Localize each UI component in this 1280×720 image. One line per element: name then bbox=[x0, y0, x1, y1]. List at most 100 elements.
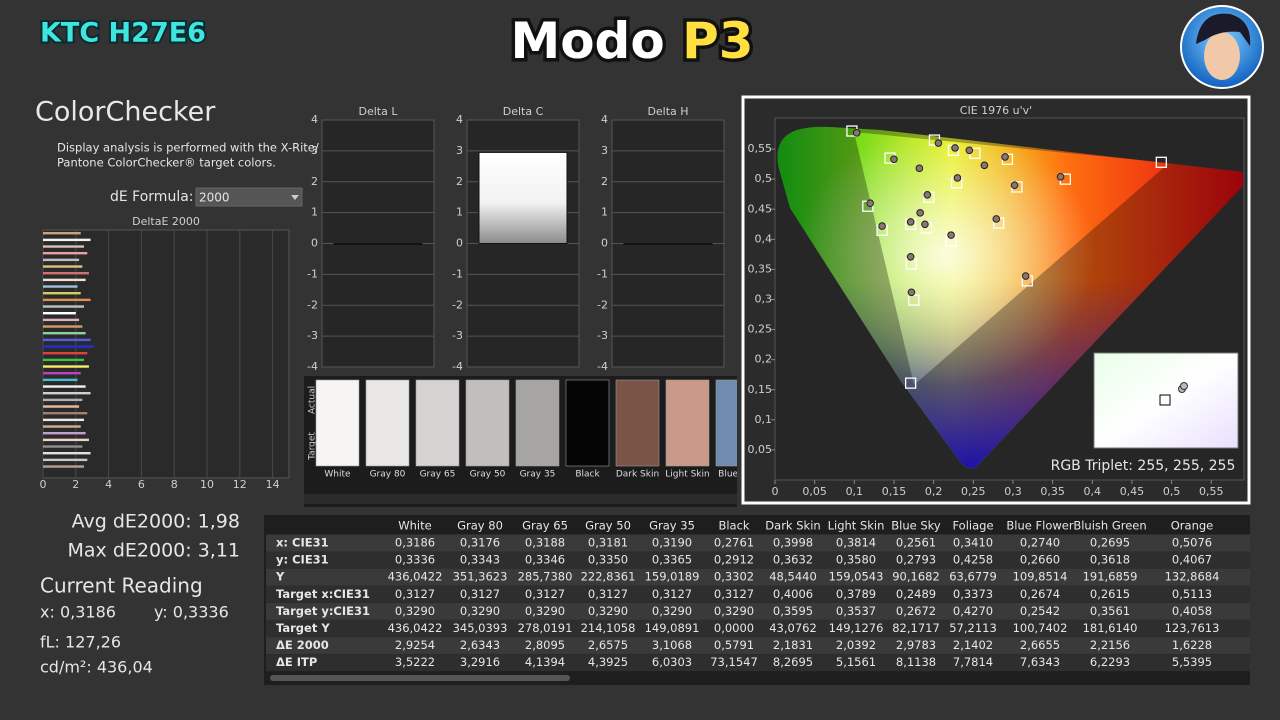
table-cell: 278,0191 bbox=[518, 621, 573, 635]
table-cell: 0,2740 bbox=[1020, 536, 1060, 550]
table-cell: 0,3290 bbox=[395, 604, 435, 618]
column-header: Gray 35 bbox=[649, 519, 695, 533]
x-tick-label: 12 bbox=[233, 478, 247, 491]
x-tick-label: 0,4 bbox=[1084, 485, 1102, 498]
y-tick-label: 0,45 bbox=[748, 202, 773, 215]
swatch bbox=[465, 379, 510, 467]
chart-title: DeltaE 2000 bbox=[132, 215, 200, 228]
table-cell: 0,2561 bbox=[896, 536, 936, 550]
reading-luminance: cd/m²: 436,04 bbox=[40, 658, 153, 677]
cie-points bbox=[846, 125, 1167, 389]
bar bbox=[43, 252, 88, 255]
table-cell: 159,0189 bbox=[645, 570, 700, 584]
table-cell: 90,1682 bbox=[892, 570, 940, 584]
y-tick-label: 1 bbox=[456, 206, 463, 219]
bar bbox=[43, 365, 89, 368]
table-cell: 7,6343 bbox=[1020, 655, 1060, 669]
bar bbox=[43, 352, 88, 355]
bar bbox=[43, 278, 86, 282]
bar bbox=[43, 372, 81, 375]
y-tick-label: 0,05 bbox=[748, 443, 773, 456]
table-cell: 0,2660 bbox=[1020, 553, 1060, 567]
column-header: White bbox=[398, 519, 431, 533]
table-cell: 1,6228 bbox=[1172, 638, 1212, 652]
bar bbox=[43, 338, 91, 342]
chart-title: Delta L bbox=[359, 105, 399, 118]
bar bbox=[43, 458, 88, 462]
table-cell: 7,7814 bbox=[953, 655, 993, 669]
y-tick-label: 3 bbox=[311, 144, 318, 157]
bar bbox=[43, 305, 84, 308]
table-cell: 8,1138 bbox=[896, 655, 936, 669]
table-cell: 0,3181 bbox=[588, 536, 628, 550]
x-tick-label: 0,35 bbox=[1040, 485, 1065, 498]
bar bbox=[43, 258, 80, 262]
table-cell: 0,3595 bbox=[773, 604, 813, 618]
table-cell: 0,3188 bbox=[525, 536, 565, 550]
table-row bbox=[266, 637, 1250, 655]
rgb-triplet: RGB Triplet: 255, 255, 255 bbox=[1051, 458, 1236, 474]
table-cell: 0,2672 bbox=[896, 604, 936, 618]
table-row bbox=[266, 568, 1250, 586]
y-tick-label: -3 bbox=[452, 329, 463, 342]
bar bbox=[43, 425, 81, 428]
table-cell: 6,2293 bbox=[1090, 655, 1130, 669]
bar bbox=[43, 292, 81, 295]
measured-point bbox=[1010, 181, 1019, 189]
y-tick-label: -1 bbox=[452, 267, 463, 280]
table-cell: 0,3998 bbox=[773, 536, 813, 550]
table-cell: 57,2113 bbox=[949, 621, 997, 635]
table-cell: 82,1717 bbox=[892, 621, 940, 635]
table-cell: 100,7402 bbox=[1013, 621, 1068, 635]
y-tick-label: -3 bbox=[597, 329, 608, 342]
measured-point bbox=[992, 215, 1001, 223]
measured-point bbox=[906, 218, 915, 226]
table-cell: 0,3290 bbox=[588, 604, 628, 618]
scrollbar[interactable] bbox=[270, 675, 570, 681]
swatch-label: Gray 35 bbox=[520, 470, 556, 480]
bar bbox=[623, 243, 713, 245]
scrollbar[interactable] bbox=[304, 494, 737, 504]
table-cell: 0,3618 bbox=[1090, 553, 1130, 567]
table-cell: 123,7613 bbox=[1165, 621, 1220, 635]
y-tick-label: -2 bbox=[597, 298, 608, 311]
table-cell: 3,2916 bbox=[460, 655, 500, 669]
y-tick-label: 0,15 bbox=[748, 383, 773, 396]
measured-point bbox=[921, 220, 929, 229]
y-tick-label: 2 bbox=[456, 175, 463, 188]
column-header: Light Skin bbox=[828, 519, 885, 533]
y-tick-label: 3 bbox=[456, 144, 463, 157]
table-cell: 0,3290 bbox=[525, 604, 565, 618]
swatch bbox=[415, 379, 460, 467]
column-header: Orange bbox=[1171, 519, 1214, 533]
y-tick-label: 0,55 bbox=[748, 142, 773, 155]
y-tick-label: -1 bbox=[307, 267, 318, 280]
y-tick-label: -4 bbox=[452, 360, 463, 373]
measured-point bbox=[916, 209, 924, 217]
table-cell: 0,4058 bbox=[1172, 604, 1212, 618]
x-tick-label: 0,3 bbox=[1004, 485, 1022, 498]
measured-point bbox=[915, 164, 924, 173]
y-tick-label: 0,2 bbox=[755, 353, 773, 366]
table-cell: 0,3336 bbox=[395, 553, 435, 567]
table-cell: 0,3789 bbox=[836, 587, 876, 601]
table-cell: 181,6140 bbox=[1083, 621, 1138, 635]
y-tick-label: 0,5 bbox=[755, 172, 773, 185]
bar bbox=[43, 452, 91, 455]
swatch bbox=[665, 379, 710, 467]
column-header: Foliage bbox=[952, 519, 993, 533]
table-cell: 109,8514 bbox=[1013, 570, 1068, 584]
formula-dropdown[interactable]: 2000 bbox=[195, 187, 303, 207]
table-cell: 2,8095 bbox=[525, 638, 565, 652]
column-header: Gray 80 bbox=[457, 519, 503, 533]
measured-point bbox=[906, 252, 915, 261]
table-cell: 0,3365 bbox=[652, 553, 692, 567]
table-cell: 5,1561 bbox=[836, 655, 876, 669]
row-label: Target Y bbox=[276, 621, 330, 635]
y-tick-label: -3 bbox=[307, 329, 318, 342]
bar bbox=[43, 412, 88, 415]
table-cell: 2,2156 bbox=[1090, 638, 1130, 652]
swatch-label: White bbox=[324, 470, 351, 480]
table-cell: 0,2674 bbox=[1020, 587, 1060, 601]
swatch-label: Gray 50 bbox=[470, 470, 506, 480]
